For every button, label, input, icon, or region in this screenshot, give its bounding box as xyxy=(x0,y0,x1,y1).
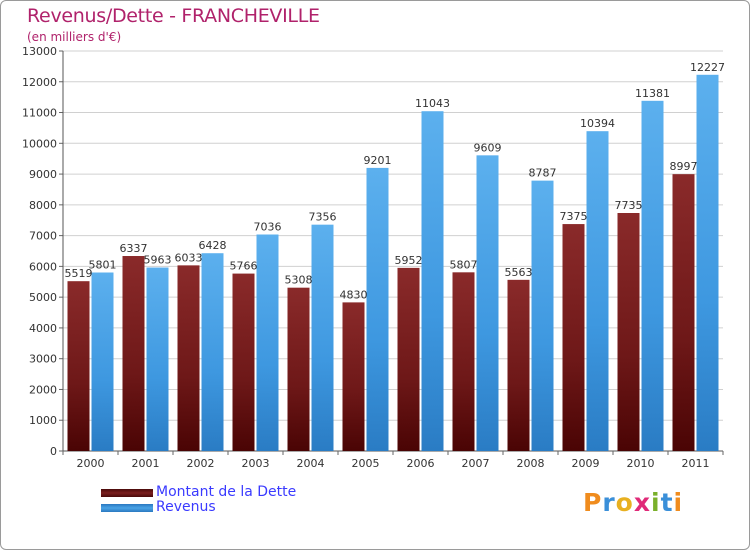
x-tick-label: 2008 xyxy=(517,457,545,470)
bar-revenue xyxy=(641,100,664,452)
data-label-debt: 5563 xyxy=(505,266,533,279)
data-label-debt: 5308 xyxy=(285,274,313,287)
bar-revenue xyxy=(146,267,169,451)
bar-debt xyxy=(617,213,640,451)
bar-debt xyxy=(287,287,310,451)
y-tick-label: 6000 xyxy=(29,260,57,273)
data-label-revenue: 11381 xyxy=(635,87,670,100)
y-tick-label: 12000 xyxy=(22,76,57,89)
y-tick-label: 13000 xyxy=(22,45,57,58)
data-label-revenue: 5963 xyxy=(144,254,172,267)
y-tick-label: 4000 xyxy=(29,322,57,335)
y-tick-label: 8000 xyxy=(29,199,57,212)
data-label-debt: 6337 xyxy=(120,242,148,255)
data-label-revenue: 5801 xyxy=(89,259,117,272)
data-label-revenue: 10394 xyxy=(580,117,615,130)
x-tick-label: 2002 xyxy=(187,457,215,470)
bar-debt xyxy=(562,224,585,451)
y-tick-label: 10000 xyxy=(22,137,57,150)
y-tick-label: 0 xyxy=(50,445,57,458)
bar-debt xyxy=(507,279,530,451)
bar-revenue xyxy=(201,253,224,451)
x-tick-label: 2010 xyxy=(627,457,655,470)
data-label-debt: 6033 xyxy=(175,251,203,264)
bar-debt xyxy=(342,302,365,451)
x-tick-label: 2011 xyxy=(682,457,710,470)
logo-letter: o xyxy=(615,488,634,517)
data-label-debt: 4830 xyxy=(340,288,368,301)
data-label-revenue: 7356 xyxy=(309,211,337,224)
bar-revenue xyxy=(91,272,114,451)
bar-revenue xyxy=(476,155,499,452)
bar-debt xyxy=(397,267,420,451)
bar-debt xyxy=(67,281,90,451)
bar-revenue xyxy=(586,131,609,451)
bar-debt xyxy=(452,272,475,451)
x-tick-label: 2001 xyxy=(132,457,160,470)
bar-revenue xyxy=(531,180,554,451)
y-tick-label: 7000 xyxy=(29,230,57,243)
proxiti-logo: Proxiti xyxy=(583,488,683,517)
y-tick-label: 3000 xyxy=(29,353,57,366)
data-label-debt: 5766 xyxy=(230,260,258,273)
y-tick-label: 5000 xyxy=(29,291,57,304)
data-label-revenue: 7036 xyxy=(254,221,282,234)
logo-letter: t xyxy=(660,488,674,517)
data-label-revenue: 8787 xyxy=(529,167,557,180)
y-tick-label: 9000 xyxy=(29,168,57,181)
legend-label-debt: Montant de la Dette xyxy=(156,484,297,500)
bar-revenue xyxy=(421,111,444,451)
data-label-revenue: 6428 xyxy=(199,239,227,252)
bar-revenue xyxy=(256,234,279,451)
y-tick-label: 2000 xyxy=(29,383,57,396)
logo-letter: P xyxy=(583,488,603,517)
logo-letter: i xyxy=(651,488,661,517)
chart-subtitle: (en milliers d'€) xyxy=(27,30,122,44)
legend-label-revenue: Revenus xyxy=(156,499,216,515)
y-tick-label: 11000 xyxy=(22,107,57,120)
logo-letter: i xyxy=(673,488,684,517)
bar-debt xyxy=(232,273,255,451)
chart-title: Revenus/Dette - FRANCHEVILLE xyxy=(27,5,320,27)
data-label-debt: 8997 xyxy=(670,160,698,173)
x-tick-label: 2005 xyxy=(352,457,380,470)
x-tick-label: 2004 xyxy=(297,457,325,470)
x-tick-label: 2007 xyxy=(462,457,490,470)
data-label-revenue: 9201 xyxy=(364,154,392,167)
bar-debt xyxy=(672,174,695,451)
data-label-revenue: 9609 xyxy=(474,141,502,154)
x-tick-label: 2009 xyxy=(572,457,600,470)
bar-debt xyxy=(177,265,200,451)
logo-letter: r xyxy=(602,488,616,517)
data-label-debt: 7375 xyxy=(560,210,588,223)
data-label-revenue: 11043 xyxy=(415,97,450,110)
legend-swatch-revenue xyxy=(101,504,153,512)
data-label-debt: 5519 xyxy=(65,267,93,280)
bar-revenue xyxy=(366,167,389,451)
data-label-revenue: 12227 xyxy=(690,61,725,74)
y-tick-label: 1000 xyxy=(29,414,57,427)
data-label-debt: 5807 xyxy=(450,258,478,271)
legend-swatch-debt xyxy=(101,489,153,497)
bar-debt xyxy=(122,256,145,451)
x-tick-label: 2003 xyxy=(242,457,270,470)
x-tick-label: 2006 xyxy=(407,457,435,470)
logo-letter: x xyxy=(633,488,651,517)
bar-revenue xyxy=(696,74,719,452)
data-label-debt: 7735 xyxy=(615,199,643,212)
bar-revenue xyxy=(311,224,334,451)
data-label-debt: 5952 xyxy=(395,254,423,267)
x-tick-label: 2000 xyxy=(77,457,105,470)
